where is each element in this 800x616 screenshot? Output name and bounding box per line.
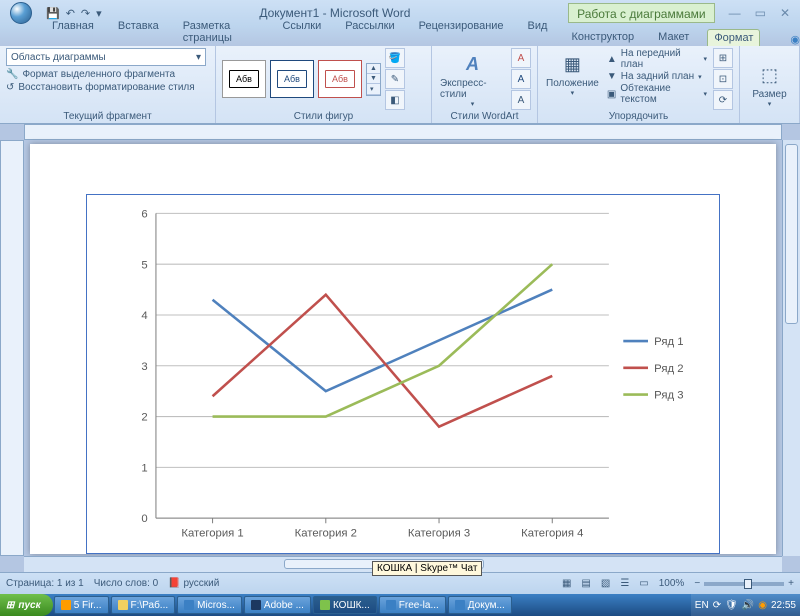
svg-text:0: 0 — [141, 513, 147, 525]
start-button[interactable]: ⊞пуск — [0, 594, 53, 616]
tab-Макет[interactable]: Макет — [652, 29, 695, 46]
chart-element-value: Область диаграммы — [11, 52, 106, 63]
line-chart: 0 1 2 3 4 5 6 Категория 1 Категория 2 Категория 3… — [91, 199, 715, 549]
zoom-in-button[interactable]: + — [788, 578, 794, 589]
tab-Главная[interactable]: Главная — [46, 18, 100, 46]
text-outline-button[interactable]: A — [511, 69, 531, 89]
svg-text:Категория 4: Категория 4 — [521, 528, 583, 540]
tab-Вставка[interactable]: Вставка — [112, 18, 165, 46]
shape-style-1[interactable]: Абв — [222, 60, 266, 98]
status-words[interactable]: Число слов: 0 — [94, 578, 158, 589]
svg-text:4: 4 — [141, 310, 147, 322]
svg-text:5: 5 — [141, 259, 147, 271]
group-label-shapestyles: Стили фигур — [222, 110, 425, 122]
svg-text:Ряд 1: Ряд 1 — [654, 336, 683, 348]
svg-text:2: 2 — [141, 412, 147, 424]
ribbon: Область диаграммы ▾ 🔧Формат выделенного … — [0, 46, 800, 124]
tab-Вид[interactable]: Вид — [522, 18, 554, 46]
tab-Ссылки[interactable]: Ссылки — [276, 18, 327, 46]
svg-text:Ряд 2: Ряд 2 — [654, 363, 683, 375]
tray-icon-2[interactable]: 🛡 — [725, 600, 738, 611]
tray-icon-4[interactable]: ◉ — [758, 600, 767, 611]
align-button[interactable]: ⊞ — [713, 48, 733, 68]
shape-style-3[interactable]: Абв — [318, 60, 362, 98]
tray-clock[interactable]: 22:55 — [771, 600, 796, 611]
rotate-button[interactable]: ⟳ — [713, 90, 733, 110]
text-wrap-button[interactable]: ▣Обтекание текстом▾ — [605, 83, 709, 105]
chart-object[interactable]: 0 1 2 3 4 5 6 Категория 1 Категория 2 Категория 3… — [86, 194, 720, 554]
document-page[interactable]: 0 1 2 3 4 5 6 Категория 1 Категория 2 Категория 3… — [30, 144, 776, 554]
taskbar-item[interactable]: Докум... — [448, 596, 512, 614]
status-page[interactable]: Страница: 1 из 1 — [6, 578, 84, 589]
group-label-arrange: Упорядочить — [544, 110, 733, 122]
zoom-out-button[interactable]: − — [694, 578, 700, 589]
svg-text:Категория 1: Категория 1 — [181, 528, 243, 540]
view-read-icon[interactable]: ▤ — [581, 578, 590, 589]
view-web-icon[interactable]: ▧ — [601, 578, 610, 589]
send-back-button[interactable]: ▼На задний план▾ — [605, 71, 709, 82]
status-lang[interactable]: 📕 русский — [168, 578, 219, 589]
tray-lang[interactable]: EN — [695, 600, 709, 611]
vertical-ruler[interactable] — [0, 140, 24, 556]
taskbar-item[interactable]: КОШК... — [313, 596, 377, 614]
tab-Разметка страницы[interactable]: Разметка страницы — [177, 18, 265, 46]
view-print-icon[interactable]: ▦ — [562, 578, 571, 589]
taskbar-item[interactable]: F:\Раб... — [111, 596, 176, 614]
view-outline-icon[interactable]: ☰ — [620, 578, 629, 589]
bring-front-button[interactable]: ▲На передний план▾ — [605, 48, 709, 70]
group-label-size — [746, 121, 793, 122]
chart-element-dropdown[interactable]: Область диаграммы ▾ — [6, 48, 206, 66]
minimize-button[interactable]: — — [725, 6, 745, 20]
svg-text:6: 6 — [141, 209, 147, 221]
reset-style-button[interactable]: ↺Восстановить форматирование стиля — [6, 82, 195, 93]
size-button[interactable]: ⬚ Размер ▾ — [750, 59, 788, 110]
maximize-button[interactable]: ▭ — [751, 6, 770, 20]
group-label-selection: Текущий фрагмент — [6, 110, 209, 122]
position-button[interactable]: ▦ Положение ▾ — [544, 48, 601, 99]
close-button[interactable]: ✕ — [776, 6, 794, 20]
group-button[interactable]: ⊡ — [713, 69, 733, 89]
tab-Рецензирование[interactable]: Рецензирование — [413, 18, 510, 46]
zoom-value[interactable]: 100% — [659, 578, 685, 589]
shape-style-gallery-nav[interactable]: ▲▼▾ — [366, 63, 381, 96]
taskbar-item[interactable]: 5 Fir... — [54, 596, 109, 614]
view-draft-icon[interactable]: ▭ — [639, 578, 648, 589]
skype-tooltip: КОШКА | Skype™ Чат — [372, 561, 482, 576]
wordart-quickstyles-button[interactable]: A Экспресс-стили ▾ — [438, 48, 507, 110]
svg-text:3: 3 — [141, 361, 147, 373]
tray-icon-3[interactable]: 🔊 — [742, 600, 754, 611]
text-effects-button[interactable]: A — [511, 90, 531, 110]
tab-Рассылки[interactable]: Рассылки — [339, 18, 400, 46]
text-fill-button[interactable]: A — [511, 48, 531, 68]
horizontal-ruler[interactable] — [24, 124, 782, 140]
shape-outline-button[interactable]: ✎ — [385, 69, 405, 89]
help-icon[interactable]: ◉ — [790, 33, 800, 46]
shape-effects-button[interactable]: ◧ — [385, 90, 405, 110]
chevron-down-icon: ▾ — [196, 52, 201, 63]
shape-style-2[interactable]: Абв — [270, 60, 314, 98]
taskbar-item[interactable]: Micros... — [177, 596, 242, 614]
group-label-wordart: Стили WordArt — [438, 110, 531, 122]
format-selection-button[interactable]: 🔧Формат выделенного фрагмента — [6, 69, 175, 80]
svg-text:1: 1 — [141, 462, 147, 474]
contextual-tab-title: Работа с диаграммами — [568, 3, 715, 23]
svg-text:Категория 3: Категория 3 — [408, 528, 470, 540]
office-button[interactable] — [0, 0, 42, 26]
svg-text:Категория 2: Категория 2 — [295, 528, 357, 540]
tray-icon-1[interactable]: ⟳ — [713, 600, 721, 611]
vertical-scrollbar[interactable] — [782, 140, 800, 556]
ribbon-tabs: ГлавнаяВставкаРазметка страницыСсылкиРас… — [0, 26, 800, 46]
taskbar-item[interactable]: Adobe ... — [244, 596, 311, 614]
svg-text:Ряд 3: Ряд 3 — [654, 390, 683, 402]
zoom-slider[interactable] — [704, 582, 784, 586]
taskbar-item[interactable]: Free-la... — [379, 596, 446, 614]
tab-Формат[interactable]: Формат — [707, 29, 760, 46]
shape-fill-button[interactable]: 🪣 — [385, 48, 405, 68]
tab-Конструктор[interactable]: Конструктор — [565, 29, 640, 46]
